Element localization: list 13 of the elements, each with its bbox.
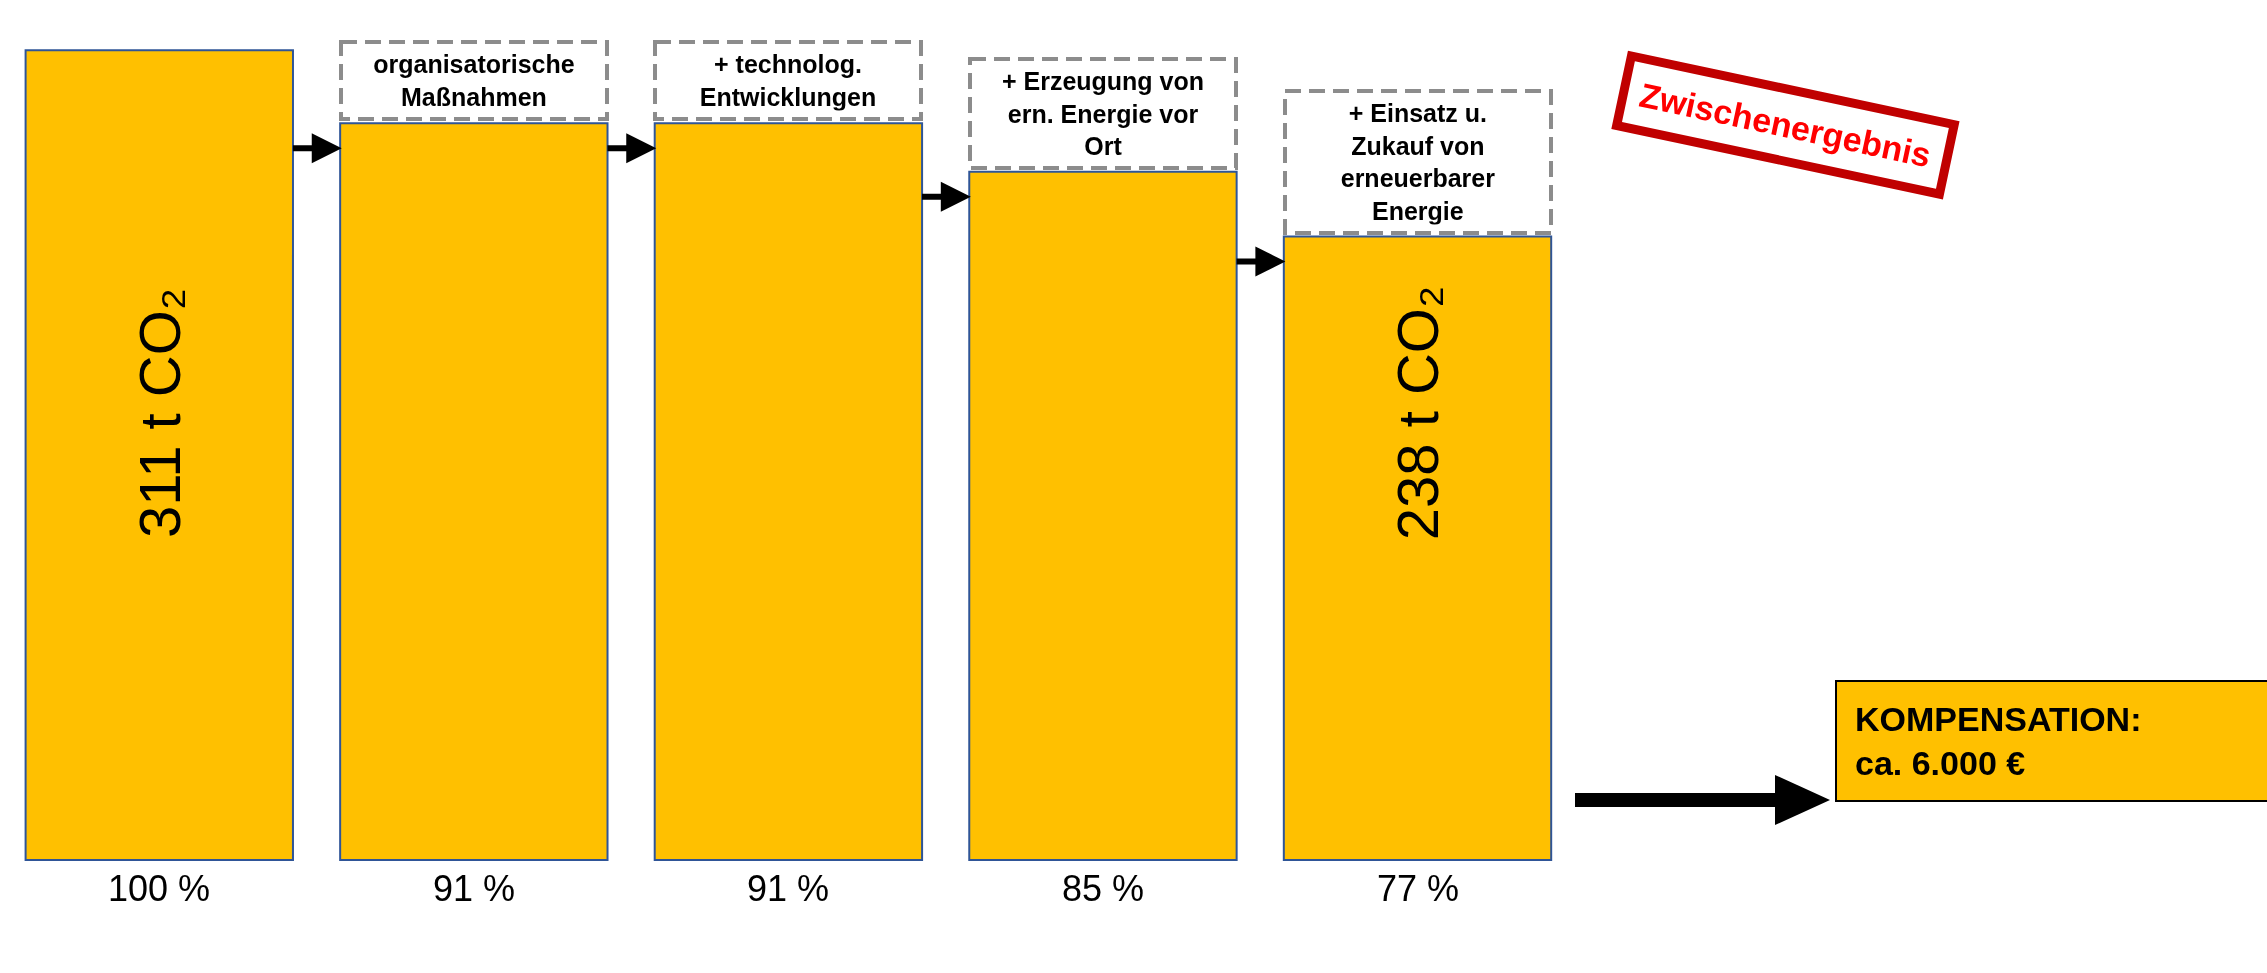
text: KOMPENSATION: ca. 6.000 € [1855, 700, 2142, 783]
data-label: 91 % [747, 868, 830, 909]
annotation: 311 t CO₂ [126, 287, 192, 538]
data-label: 100 % [108, 868, 211, 909]
data-label: 91 % [433, 868, 516, 909]
data-label: 77 % [1377, 868, 1460, 909]
x-tick-label: + technolog. Entwicklungen [699, 50, 877, 111]
bar [24, 49, 294, 861]
x-tick-label: + Erzeugung von ern. Energie vor Ort [1001, 67, 1205, 160]
x-tick-label: + Einsatz u. Zukauf von erneuerbarer Energie [1340, 99, 1496, 225]
data-label: 85 % [1062, 868, 1145, 909]
annotation: 238 t CO₂ [1384, 285, 1450, 541]
x-tick-label: organisatorische Maßnahmen [373, 50, 575, 111]
